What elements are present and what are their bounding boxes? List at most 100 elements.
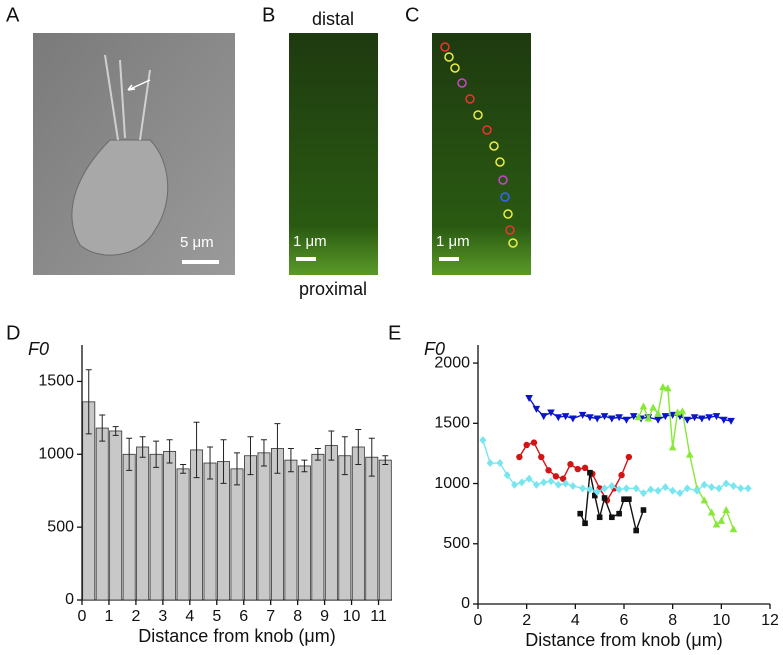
error-bar bbox=[180, 463, 187, 474]
marker bbox=[639, 489, 647, 498]
x-tick-label: 9 bbox=[320, 608, 329, 625]
panel-label: E bbox=[388, 322, 401, 344]
x-tick-label: 6 bbox=[239, 608, 248, 625]
bar bbox=[378, 459, 392, 601]
marker bbox=[625, 453, 633, 461]
marker bbox=[693, 486, 701, 495]
marker bbox=[525, 395, 533, 403]
marker bbox=[717, 516, 726, 524]
marker bbox=[518, 478, 526, 487]
proximal-label: proximal bbox=[299, 279, 367, 299]
marker bbox=[621, 496, 627, 502]
marker bbox=[581, 464, 589, 472]
marker bbox=[639, 402, 648, 410]
marker bbox=[669, 486, 677, 495]
marker bbox=[596, 514, 603, 521]
error-bar bbox=[85, 369, 92, 435]
marker bbox=[654, 409, 662, 417]
marker bbox=[615, 485, 623, 494]
marker bbox=[525, 474, 533, 483]
x-tick-label: 5 bbox=[212, 608, 221, 625]
marker bbox=[608, 415, 616, 423]
bar bbox=[163, 450, 177, 601]
marker bbox=[569, 415, 577, 423]
marker bbox=[561, 413, 570, 421]
y-tick-label: 1000 bbox=[434, 475, 470, 492]
x-tick-label: 8 bbox=[668, 612, 677, 629]
marker bbox=[700, 496, 709, 504]
bar bbox=[284, 459, 298, 601]
marker bbox=[678, 407, 687, 415]
marker bbox=[559, 475, 567, 482]
marker bbox=[601, 495, 608, 501]
marker bbox=[664, 384, 672, 392]
y-tick-label: 2000 bbox=[434, 354, 470, 371]
marker bbox=[730, 481, 737, 490]
marker bbox=[609, 514, 615, 521]
x-tick-label: 4 bbox=[571, 612, 580, 629]
marker bbox=[622, 416, 631, 424]
image-b bbox=[289, 33, 378, 275]
error-bar bbox=[166, 439, 173, 464]
error-bar bbox=[382, 455, 389, 465]
marker bbox=[574, 465, 581, 473]
x-tick-label: 10 bbox=[343, 608, 361, 625]
marker bbox=[668, 411, 677, 419]
marker bbox=[659, 383, 667, 391]
marker bbox=[516, 453, 523, 461]
scale-bar bbox=[439, 257, 459, 261]
error-bar bbox=[274, 423, 281, 474]
arrow bbox=[127, 79, 151, 91]
marker bbox=[540, 478, 548, 487]
marker bbox=[744, 484, 752, 493]
marker bbox=[626, 496, 632, 502]
x-tick-label: 11 bbox=[370, 608, 387, 625]
y-tick-label: 1500 bbox=[434, 415, 470, 432]
y-tick-label: 500 bbox=[47, 518, 74, 535]
marker bbox=[562, 479, 570, 488]
error-bar bbox=[260, 439, 267, 467]
marker bbox=[479, 436, 487, 445]
bar bbox=[351, 446, 365, 601]
marker bbox=[578, 411, 587, 419]
marker bbox=[569, 481, 577, 490]
error-bar bbox=[368, 437, 375, 477]
marker bbox=[600, 413, 609, 421]
error-bar bbox=[220, 439, 227, 484]
marker bbox=[567, 461, 574, 468]
bar bbox=[149, 453, 163, 601]
marker bbox=[634, 413, 643, 421]
y-axis-title: F0 bbox=[28, 339, 49, 359]
x-tick-label: 1 bbox=[105, 608, 114, 625]
marker bbox=[552, 473, 560, 480]
marker bbox=[547, 409, 555, 417]
marker bbox=[708, 483, 716, 492]
marker bbox=[683, 416, 692, 424]
marker bbox=[712, 520, 721, 528]
marker bbox=[629, 413, 638, 421]
bar bbox=[203, 462, 217, 601]
bar bbox=[297, 465, 311, 601]
marker bbox=[707, 508, 716, 516]
marker bbox=[616, 510, 622, 517]
y-tick-label: 1500 bbox=[38, 373, 74, 390]
marker bbox=[654, 486, 662, 495]
marker bbox=[654, 416, 662, 424]
error-bar bbox=[207, 446, 214, 480]
panel-label: B bbox=[262, 4, 275, 26]
marker bbox=[676, 489, 684, 498]
marker bbox=[615, 414, 623, 422]
bar bbox=[136, 446, 150, 601]
image-c bbox=[432, 33, 531, 275]
y-tick-label: 0 bbox=[461, 595, 470, 612]
series-line bbox=[518, 441, 630, 502]
error-bar bbox=[301, 459, 308, 473]
marker bbox=[554, 414, 563, 422]
x-tick-label: 2 bbox=[522, 612, 531, 629]
x-tick-label: 10 bbox=[712, 612, 730, 629]
marker bbox=[547, 477, 555, 486]
x-tick-label: 4 bbox=[185, 608, 194, 625]
x-tick-label: 12 bbox=[761, 612, 779, 629]
scale-bar bbox=[296, 257, 316, 261]
scale-label: 5 μm bbox=[180, 234, 214, 251]
